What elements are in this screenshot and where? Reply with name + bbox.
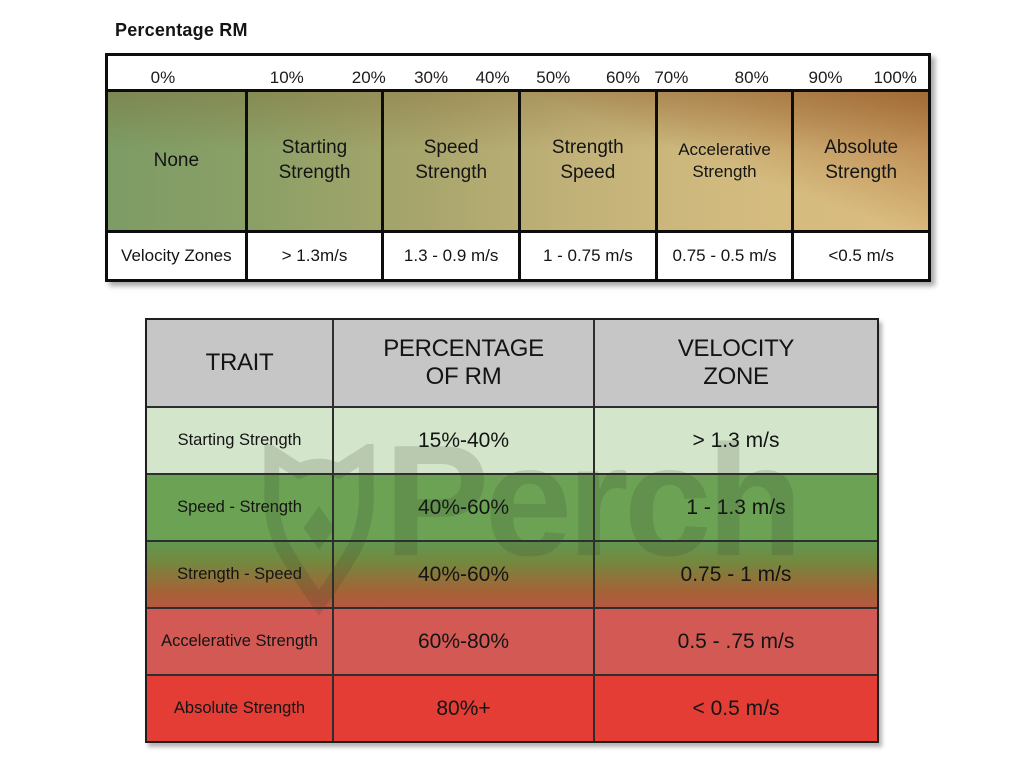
percent-tick: 0% — [150, 68, 176, 87]
percent-tick: 70% — [654, 68, 689, 87]
header-percentage-of-rm: PERCENTAGE OF RM — [332, 320, 593, 406]
percent-tick: 50% — [536, 68, 571, 87]
velocity-zones-row: Velocity Zones > 1.3m/s 1.3 - 0.9 m/s 1 … — [108, 233, 928, 279]
strength-zone-gradient-bar: None Starting Strength Speed Strength St… — [108, 92, 928, 233]
percent-tick: 90% — [808, 68, 843, 87]
percent-tick: 10% — [269, 68, 304, 87]
percent-tick: 60% — [605, 68, 640, 87]
table-row-trait: Absolute Strength — [147, 674, 332, 741]
velocity-cell: 0.75 - 0.5 m/s — [654, 233, 792, 279]
velocity-cell: 1 - 0.75 m/s — [518, 233, 655, 279]
header-velocity-zone: VELOCITY ZONE — [593, 320, 877, 406]
velocity-cell: 1.3 - 0.9 m/s — [381, 233, 518, 279]
table-row-velocity: 1 - 1.3 m/s — [593, 473, 877, 540]
trait-velocity-table: TRAIT PERCENTAGE OF RM VELOCITY ZONE Sta… — [145, 318, 879, 743]
table-row-velocity: 0.5 - .75 m/s — [593, 607, 877, 674]
percent-tick: 100% — [873, 68, 917, 87]
table-row-velocity: < 0.5 m/s — [593, 674, 877, 741]
percent-tick: 80% — [734, 68, 769, 87]
percent-axis: 0% 10% 20% 30% 40% 50% 60% 70% 80% 90% 1… — [108, 56, 928, 92]
velocity-row-label: Velocity Zones — [121, 246, 232, 265]
table-row-trait: Accelerative Strength — [147, 607, 332, 674]
zone-cell-absolute-strength: Absolute Strength — [791, 92, 928, 230]
table-row-percentage: 15%-40% — [332, 406, 593, 473]
table-row-velocity: 0.75 - 1 m/s — [593, 540, 877, 607]
table-row-trait: Starting Strength — [147, 406, 332, 473]
percentage-rm-scale: 0% 10% 20% 30% 40% 50% 60% 70% 80% 90% 1… — [105, 53, 931, 282]
table-row-percentage: 80%+ — [332, 674, 593, 741]
zone-cell-accelerative-strength: Accelerative Strength — [654, 92, 792, 230]
table-row-percentage: 40%-60% — [332, 540, 593, 607]
table-row-trait: Speed - Strength — [147, 473, 332, 540]
percent-tick: 30% — [414, 68, 449, 87]
zone-cell-speed-strength: Speed Strength — [381, 92, 518, 230]
velocity-cell: > 1.3m/s — [244, 233, 382, 279]
velocity-cell: <0.5 m/s — [791, 233, 928, 279]
zone-cell-strength-speed: Strength Speed — [518, 92, 655, 230]
percentage-rm-title: Percentage RM — [115, 20, 248, 40]
table-row-velocity: > 1.3 m/s — [593, 406, 877, 473]
table-row-percentage: 60%-80% — [332, 607, 593, 674]
table-row-trait: Strength - Speed — [147, 540, 332, 607]
percent-tick: 20% — [351, 68, 386, 87]
zone-cell-starting-strength: Starting Strength — [244, 92, 382, 230]
table-row-percentage: 40%-60% — [332, 473, 593, 540]
header-trait: TRAIT — [147, 320, 332, 406]
zone-cell-none: None — [153, 149, 200, 171]
percent-tick: 40% — [475, 68, 510, 87]
